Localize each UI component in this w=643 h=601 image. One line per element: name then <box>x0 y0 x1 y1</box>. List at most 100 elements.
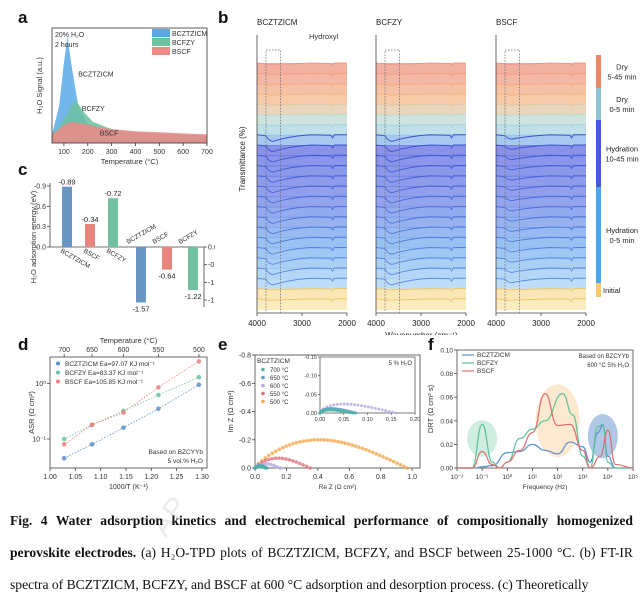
annotation-humidity: 5 vol.% H₂O <box>168 458 203 465</box>
colorbar-segment-3 <box>596 187 601 283</box>
x-tick-label: 0.6 <box>344 474 354 481</box>
impedance-point-500 <box>322 438 327 442</box>
spectrum-band <box>257 63 347 75</box>
spectrum-band <box>257 104 347 116</box>
spectrum-line <box>256 236 347 245</box>
bar-value-label: -0.89 <box>58 178 75 187</box>
x-tick-label: 100 <box>58 149 70 156</box>
inset-point <box>394 411 398 415</box>
inset-point <box>328 404 332 408</box>
spectrum-band <box>376 196 466 208</box>
hydroxyl-annotation: Hydroxyl <box>309 32 339 41</box>
inset-x-tick-label: 0.20 <box>410 417 421 423</box>
spectrum-line <box>375 206 466 214</box>
impedance-point-600 <box>275 464 279 469</box>
inset-point <box>351 411 355 415</box>
impedance-point-500 <box>370 450 375 455</box>
inset-y-tick-label: -0.15 <box>304 355 317 361</box>
spectrum-band <box>376 237 466 249</box>
y-tick-label-left: 0.0 <box>36 245 46 252</box>
panel-label-c: c <box>18 160 28 179</box>
impedance-point-500 <box>360 446 365 451</box>
y-tick-label-right: 0.0 <box>208 245 215 252</box>
spectrum-line <box>256 277 347 286</box>
data-point-bcztzicm <box>61 455 67 461</box>
bar-category-label: BCFZY <box>178 229 201 246</box>
spectrum-band <box>257 196 347 208</box>
highlight-region-2 <box>587 414 618 459</box>
x-tick-label: 3000 <box>293 319 311 328</box>
x-tick-label: 1.15 <box>119 474 133 481</box>
spectrum-line <box>495 277 586 284</box>
spectrum-band <box>376 288 466 300</box>
spectrum-band <box>496 206 586 218</box>
spectrum-band <box>496 298 586 310</box>
legend-label: BSCF <box>477 368 494 375</box>
inset-point <box>384 409 388 413</box>
impedance-point-550 <box>280 456 285 461</box>
impedance-point-500 <box>367 449 372 453</box>
inset-point <box>335 402 339 406</box>
subplot-title: BCZTZICM <box>257 18 298 27</box>
panel-label-a: a <box>18 8 28 27</box>
impedance-point-550 <box>277 456 281 460</box>
x-tick-label: 0.4 <box>313 474 323 481</box>
impedance-point-600 <box>265 462 270 466</box>
hydroxyl-region-box <box>265 49 281 314</box>
spectrum-band <box>257 124 347 136</box>
colorbar-label: Hydration <box>606 145 638 154</box>
spectrum-line <box>256 267 347 275</box>
x-tick-label: 10³ <box>578 474 588 481</box>
bar-hydration-bscf <box>162 247 172 270</box>
spectrum-band <box>257 165 347 177</box>
spectrum-line <box>375 72 466 78</box>
inset-point <box>354 411 358 415</box>
plot-frame <box>51 27 208 144</box>
spectrum-line <box>256 83 347 88</box>
x-tick-label: 4000 <box>248 319 266 328</box>
data-point-bscf <box>61 442 67 447</box>
impedance-point-550 <box>304 464 309 469</box>
spectrum-band <box>376 278 466 290</box>
inset-point <box>342 402 346 406</box>
top-x-tick-label: 650 <box>86 347 98 354</box>
spectrum-band <box>376 93 466 105</box>
spectrum-line <box>375 257 466 265</box>
spectrum-line <box>375 277 466 286</box>
x-tick-label: 1.25 <box>170 474 184 481</box>
colorbar-segment-1 <box>596 88 601 120</box>
colorbar-label: Dry <box>616 95 628 104</box>
bar-value-label: -0.64 <box>158 272 175 281</box>
data-point-bscf <box>156 385 161 390</box>
top-x-tick-label: 700 <box>58 347 70 354</box>
impedance-point-550 <box>294 460 299 464</box>
spectrum-line <box>375 195 466 204</box>
inset-point <box>359 404 363 408</box>
spectrum-line <box>375 226 466 234</box>
x-axis-label: Frequency (Hz) <box>523 484 568 491</box>
y-tick-label: 0.0 <box>241 466 251 473</box>
legend-label: BCZTZICM <box>477 352 510 359</box>
colorbar-label: Dry <box>616 63 628 72</box>
x-tick-label: 10⁻² <box>451 474 465 481</box>
spectrum-band <box>496 288 586 300</box>
spectrum-line <box>495 144 586 150</box>
spectrum-band <box>376 247 466 259</box>
x-tick-label: 0.0 <box>250 474 260 481</box>
impedance-point-500 <box>267 453 271 458</box>
impedance-point-500 <box>287 443 292 447</box>
annotation-duration: 2 hours <box>55 42 79 49</box>
y-tick-label-left: -0.3 <box>34 224 46 231</box>
inset-y-tick-label: 0.00 <box>306 411 317 417</box>
spectrum-line <box>256 113 347 119</box>
spectrum-band <box>496 186 586 198</box>
spectrum-line <box>495 154 586 161</box>
impedance-point-500 <box>270 451 275 455</box>
bar-value-label: -0.34 <box>81 215 98 224</box>
chart-f-drt: 10⁻² 10⁻¹ 10⁰ 10¹ 10² 10³ 10⁴ 10⁵ 0.00 0.02 0.04 0.… <box>426 348 638 492</box>
x-tick-label: 2000 <box>457 319 475 328</box>
spectrum-line <box>256 134 347 142</box>
spectrum-band <box>257 83 347 95</box>
fit-line-bcztzicm <box>64 384 200 459</box>
spectrum-band <box>376 73 466 85</box>
